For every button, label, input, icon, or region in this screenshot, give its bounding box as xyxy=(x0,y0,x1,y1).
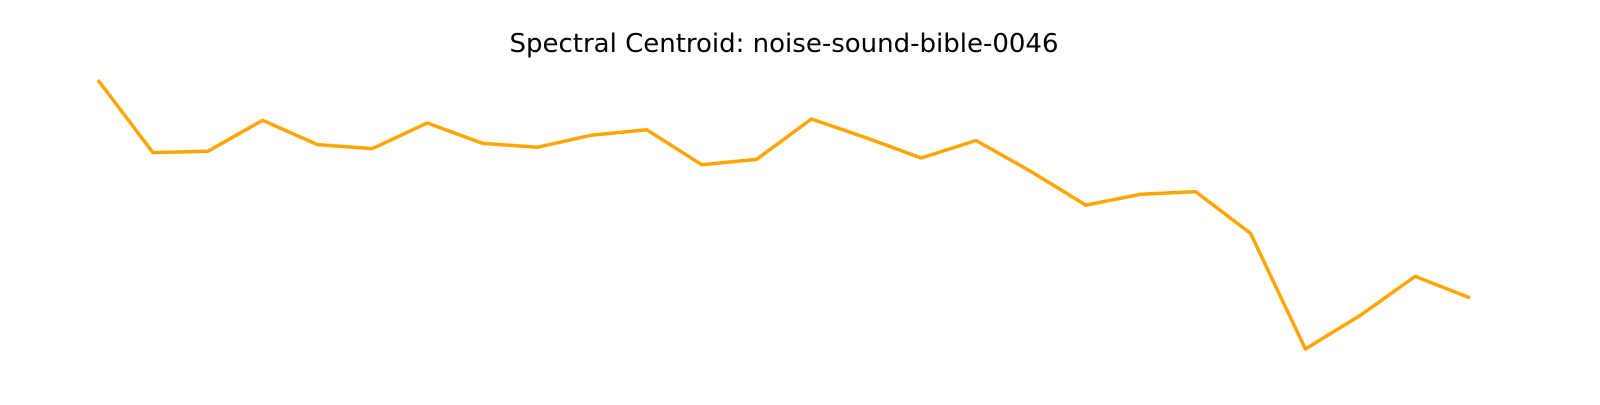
series-line xyxy=(96,78,1471,351)
plot-area xyxy=(96,78,1471,351)
chart-title: Spectral Centroid: noise-sound-bible-004… xyxy=(509,29,1058,59)
